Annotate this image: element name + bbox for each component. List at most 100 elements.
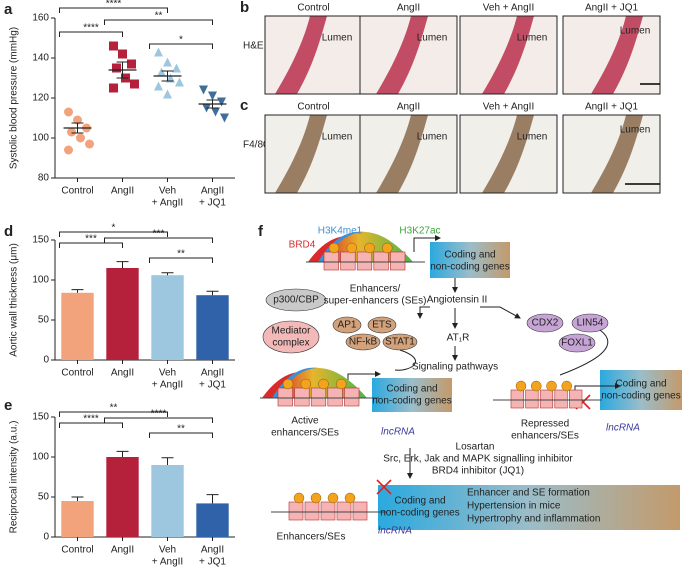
- transcription-factor: [328, 242, 340, 254]
- x-tick-label: AngII: [111, 186, 134, 197]
- vessel-wall: [482, 16, 534, 94]
- transcription-factor: [336, 378, 347, 390]
- enhancer-cluster: [306, 231, 425, 271]
- nucleosome: [356, 251, 373, 271]
- diagram-label: Mediator: [272, 326, 312, 337]
- micrograph: [459, 114, 558, 194]
- significance-bracket: [59, 422, 123, 428]
- data-point: [157, 67, 166, 77]
- nucleosome: [304, 501, 320, 521]
- y-tick-label: 100: [32, 452, 49, 463]
- vessel-wall: [376, 115, 428, 193]
- nucleosome: [320, 501, 336, 521]
- lumen-label: Lumen: [620, 26, 651, 37]
- y-tick-label: 100: [32, 133, 49, 144]
- diagram-label: Hypertrophy and inflammation: [467, 514, 600, 525]
- x-tick-label: AngII: [111, 368, 134, 379]
- diagram-label: Coding and: [615, 379, 666, 390]
- diagram-label: lncRNA: [378, 526, 412, 537]
- nucleosome: [554, 389, 568, 409]
- significance-bracket: [149, 43, 213, 49]
- transcription-factor: [515, 380, 527, 392]
- diagram-label: Losartan: [456, 442, 495, 453]
- transcription-factor: [346, 242, 357, 254]
- micrograph-frame: [359, 15, 458, 95]
- data-point: [76, 133, 85, 143]
- data-point: [127, 59, 136, 69]
- diagram-label: lncRNA: [381, 427, 415, 438]
- lumen-label: Lumen: [417, 132, 448, 143]
- data-point: [163, 89, 172, 99]
- micrograph-frame: [562, 114, 661, 194]
- lumen-label: Lumen: [322, 132, 353, 143]
- lumen-label: Lumen: [417, 33, 448, 44]
- data-point: [211, 107, 220, 117]
- bar: [61, 501, 94, 537]
- nucleosome: [277, 387, 293, 407]
- nucleosome: [352, 501, 368, 521]
- diagram-label: non-coding genes: [430, 262, 510, 273]
- data-point: [112, 63, 121, 73]
- x-tick-label: + JQ1: [199, 557, 226, 568]
- diagram-label: Repressed: [521, 419, 569, 430]
- x-tick-label: Control: [61, 186, 93, 197]
- significance-label: ***: [153, 229, 165, 240]
- error-bar: [71, 122, 84, 134]
- significance-bracket: [149, 432, 213, 438]
- y-tick-label: 160: [32, 13, 49, 24]
- panel-label: d: [4, 223, 13, 240]
- significance-bracket: [59, 31, 123, 37]
- panel-label: c: [240, 97, 248, 114]
- diagram-label: Coding and: [444, 250, 495, 261]
- y-axis-label: Aortic wall thickness (μm): [9, 243, 20, 357]
- x-tick-label: Veh: [159, 186, 176, 197]
- x-tick-label: Veh: [159, 368, 176, 379]
- transcription-factor: [546, 380, 557, 392]
- vessel-wall: [376, 16, 428, 94]
- y-tick-label: 150: [32, 235, 49, 246]
- diagram-label: enhancers/SEs: [511, 431, 579, 442]
- y-tick-label: 50: [38, 492, 50, 503]
- data-point: [109, 41, 118, 51]
- diagram-label: Enhancers/SEs: [277, 532, 346, 543]
- diagram-label: non-coding genes: [601, 391, 681, 402]
- x-tick-label: + AngII: [152, 380, 183, 391]
- significance-label: ****: [83, 414, 99, 425]
- nucleosome: [336, 501, 352, 521]
- data-point: [130, 79, 139, 89]
- vessel-wall: [591, 16, 643, 94]
- diagram-label: H3K27ac: [399, 226, 440, 237]
- micrograph: [359, 114, 458, 194]
- nucleosome: [373, 251, 389, 271]
- error-bar: [116, 61, 129, 79]
- significance-bracket: [149, 257, 213, 263]
- diagram-label: Coding and: [386, 384, 437, 395]
- significance-label: ***: [85, 234, 97, 245]
- data-point: [208, 91, 217, 101]
- error-bar: [206, 494, 219, 504]
- y-axis-label: Reciprocal intensity (a.u.): [9, 421, 20, 534]
- significance-bracket: [104, 19, 213, 25]
- enhancer-cluster: [260, 367, 379, 407]
- error-bar: [116, 261, 129, 268]
- transcription-factor: [300, 378, 311, 390]
- diagram-label: Active: [291, 416, 319, 427]
- x-tick-label: + JQ1: [199, 380, 226, 391]
- significance-label: ****: [83, 23, 99, 34]
- micrograph: [359, 15, 458, 95]
- diagram-label: LIN54: [577, 318, 604, 329]
- error-bar: [161, 272, 174, 276]
- y-tick-label: 150: [32, 412, 49, 423]
- diagram-label: non-coding genes: [372, 396, 452, 407]
- significance-label: **: [177, 249, 185, 260]
- significance-label: *: [112, 223, 116, 234]
- nucleosome: [340, 251, 356, 271]
- bar: [151, 465, 184, 537]
- diagram-label: Enhancers/: [350, 284, 401, 295]
- nucleosome: [525, 389, 539, 409]
- diagram-label: H3K4me1: [318, 226, 363, 237]
- diagram-label: BRD4 inhibitor (JQ1): [432, 466, 524, 477]
- micrograph-frame: [562, 15, 661, 95]
- column-label: AngII + JQ1: [585, 3, 639, 14]
